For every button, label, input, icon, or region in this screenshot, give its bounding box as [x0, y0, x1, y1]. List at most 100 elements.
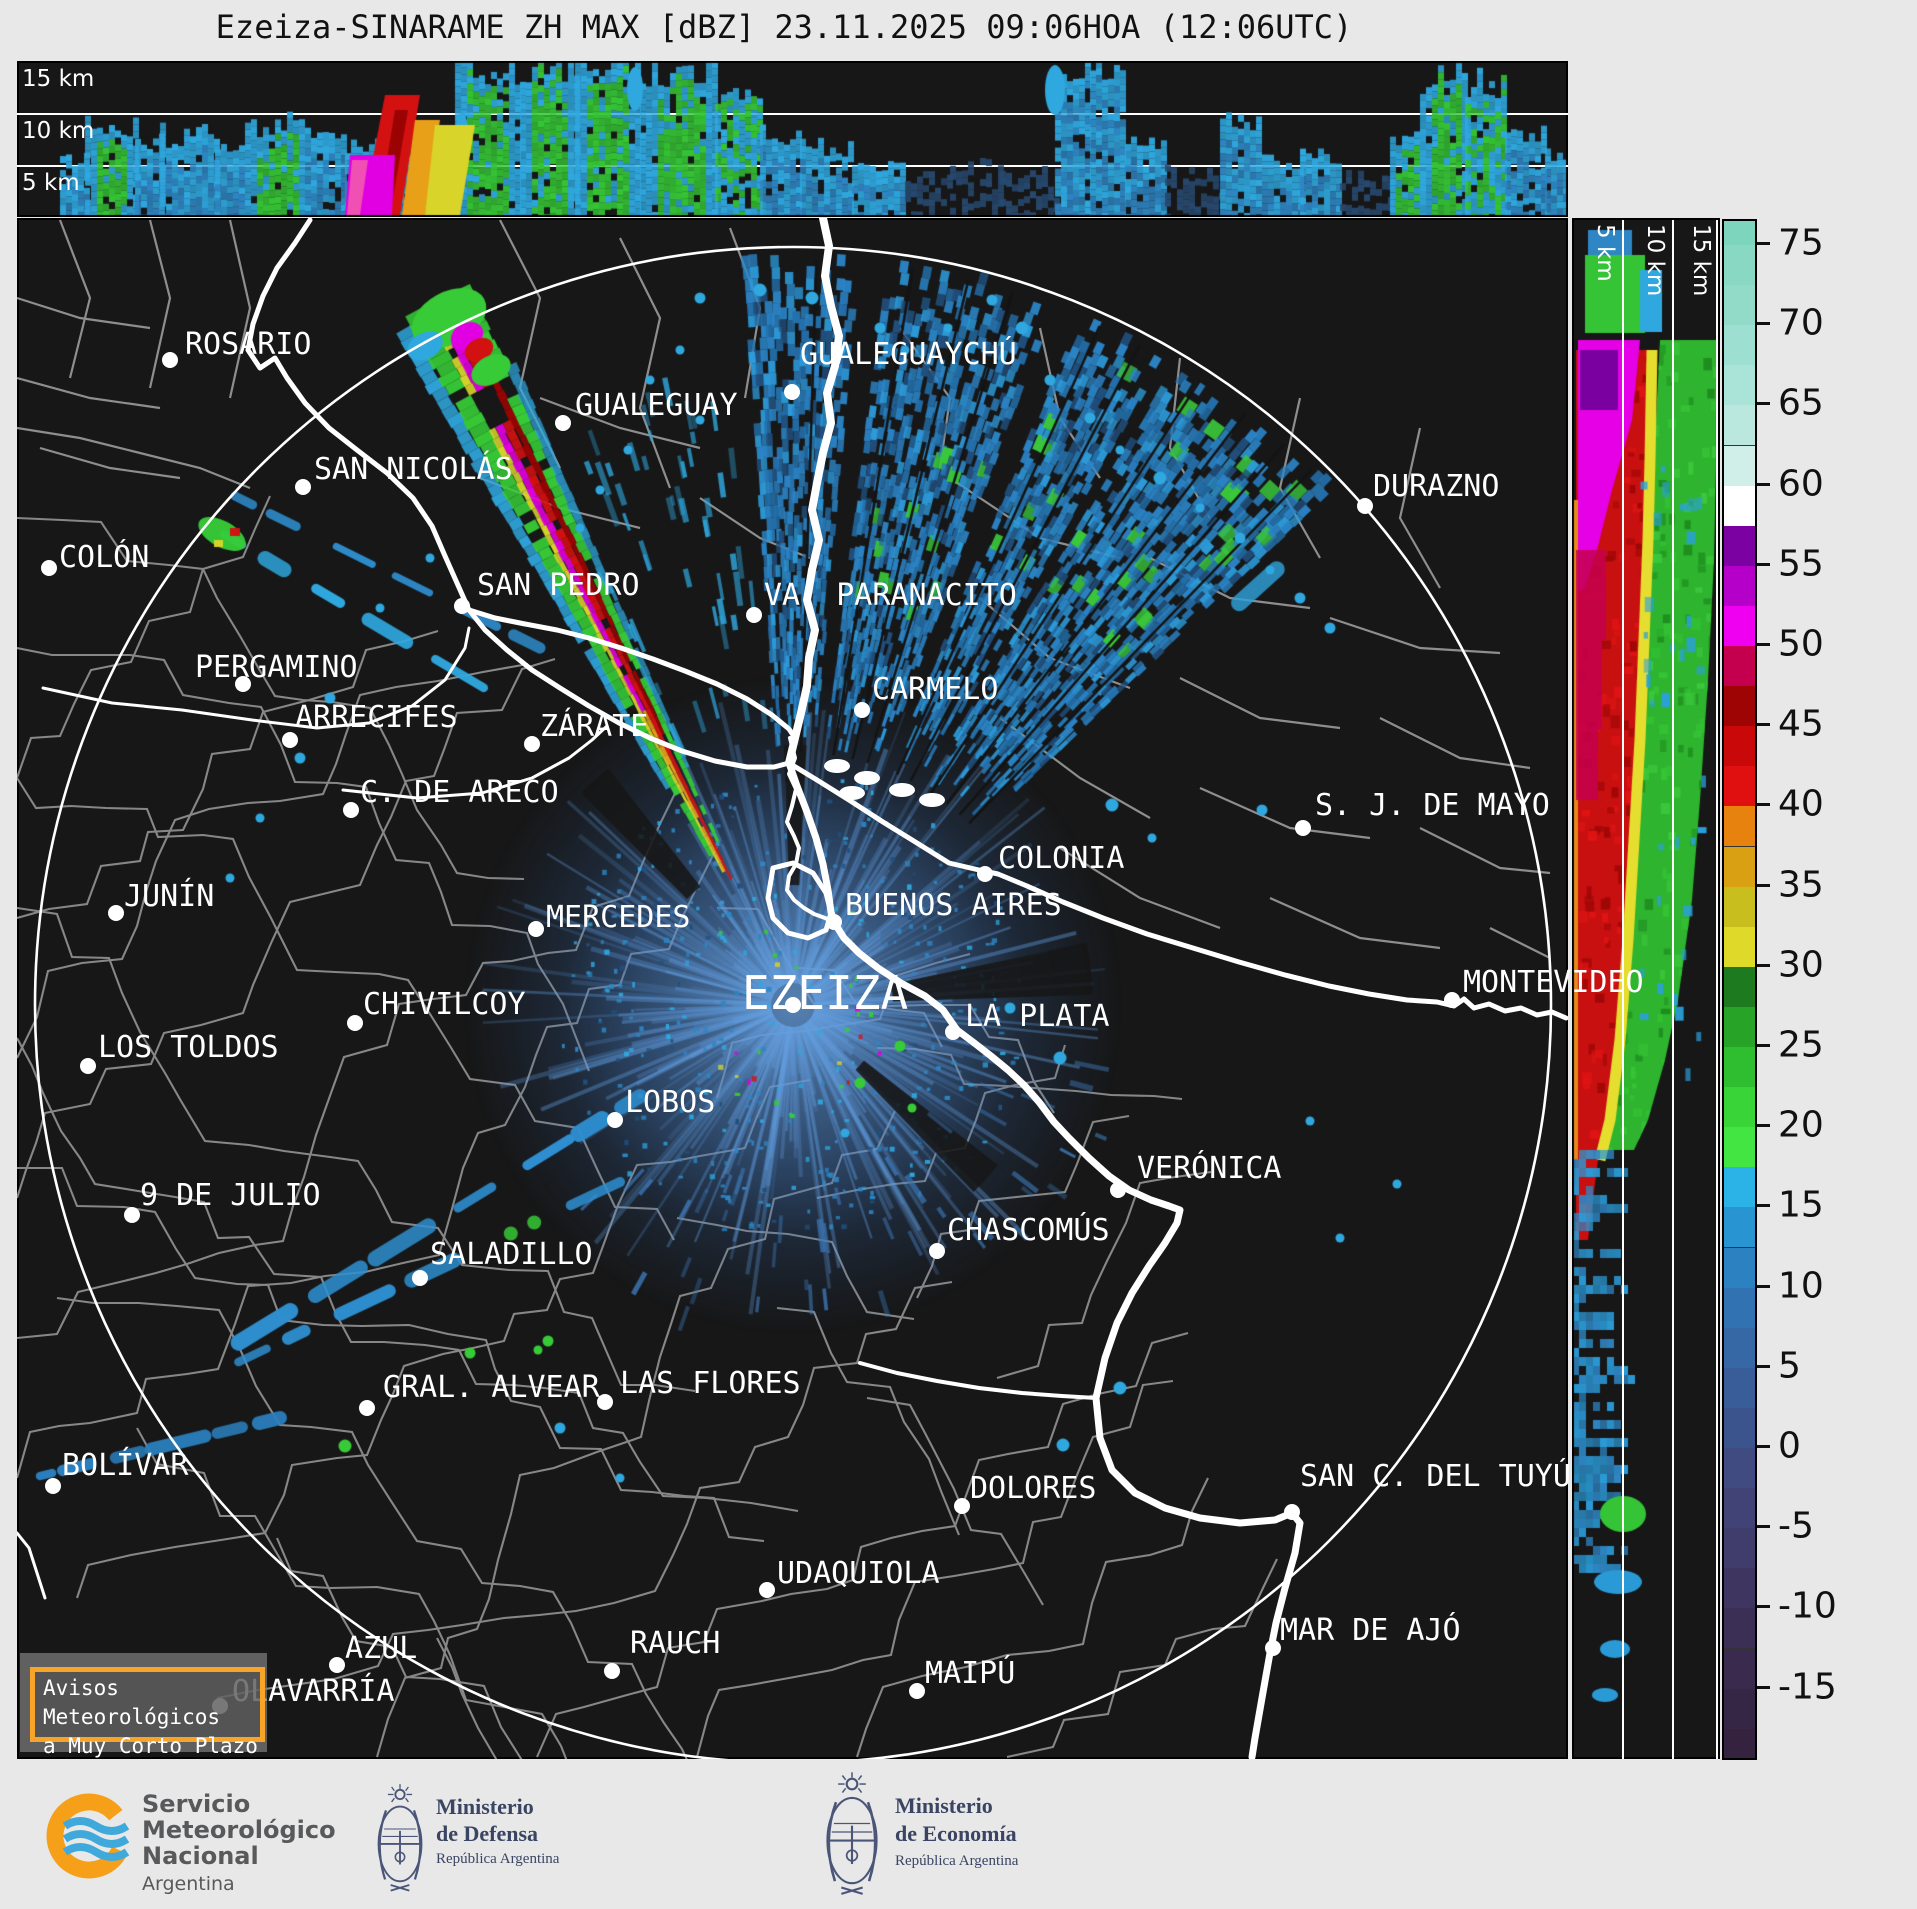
right-panel-5km-line [1622, 220, 1624, 1759]
right-panel-10km-label: 10 km [1642, 224, 1668, 297]
city-dot [108, 905, 124, 921]
city-dot [1357, 498, 1373, 514]
city-dot [785, 997, 801, 1013]
city-label-mar-de-aj-: MAR DE AJÓ [1280, 1613, 1461, 1648]
city-label-bol-var: BOLÍVAR [62, 1448, 189, 1483]
radar-range-circle [33, 245, 1553, 1759]
city-label-san-nicol-s: SAN NICOLÁS [314, 452, 513, 487]
city-label-los-toldos: LOS TOLDOS [98, 1030, 279, 1065]
city-dot [977, 866, 993, 882]
city-dot [929, 1243, 945, 1259]
city-dot [954, 1498, 970, 1514]
city-label-colonia: COLONIA [998, 841, 1125, 876]
river-coastline [785, 218, 843, 767]
city-dot [604, 1663, 620, 1679]
right-panel-5km-label: 5 km [1592, 224, 1618, 282]
city-label-ver-nica: VERÓNICA [1137, 1151, 1282, 1186]
colorbar-tick [1757, 402, 1770, 406]
warning-box-border: Avisos Meteorológicos a Muy Corto Plazo [30, 1667, 265, 1758]
city-dot [746, 607, 762, 623]
city-dot [343, 802, 359, 818]
city-label-san-c-del-tuy-: SAN C. DEL TUYÚ [1300, 1459, 1571, 1494]
city-label-lobos: LOBOS [625, 1085, 716, 1120]
city-label-la-plata: LA PLATA [965, 999, 1110, 1034]
city-label-chascom-s: CHASCOMÚS [947, 1213, 1110, 1248]
city-dot [454, 598, 470, 614]
river-coastline [765, 860, 834, 941]
top-panel-5km-label: 5 km [22, 170, 80, 196]
top-panel-15km-label: 15 km [22, 66, 95, 92]
city-dot [1265, 1640, 1281, 1656]
colorbar-tick [1757, 482, 1770, 486]
city-label-ezeiza: EZEIZA [742, 966, 909, 1020]
colorbar-tick [1757, 322, 1770, 326]
city-dot [784, 384, 800, 400]
city-dot [826, 914, 842, 930]
city-dot [329, 1657, 345, 1673]
colorbar-tick [1757, 1685, 1770, 1689]
city-dot [1284, 1504, 1300, 1520]
city-dot [162, 352, 178, 368]
colorbar-tick [1757, 723, 1770, 727]
city-label-chivilcoy: CHIVILCOY [363, 987, 526, 1022]
city-dot [597, 1394, 613, 1410]
city-label-9-de-julio: 9 DE JULIO [140, 1178, 321, 1213]
city-label-mercedes: MERCEDES [546, 900, 691, 935]
city-label-montevideo: MONTEVIDEO [1463, 965, 1644, 1000]
delta-island [854, 771, 880, 785]
city-label-rauch: RAUCH [630, 1626, 721, 1661]
colorbar-tick [1757, 643, 1770, 646]
city-label-azul: AZUL [345, 1631, 418, 1666]
map-geography-layer [17, 218, 1568, 1759]
colorbar-tick [1757, 1605, 1770, 1609]
river-coastline [785, 736, 836, 924]
city-label-san-pedro: SAN PEDRO [477, 568, 640, 603]
city-dot [124, 1207, 140, 1223]
colorbar-tick [1757, 1124, 1770, 1128]
city-label-c-de-areco: C. DE ARECO [360, 775, 559, 810]
city-dot [1295, 820, 1311, 836]
city-label-gualeguaych-: GUALEGUAYCHÚ [800, 337, 1017, 372]
city-label-buenos-aires: BUENOS AIRES [845, 888, 1062, 923]
delta-island [839, 786, 865, 800]
city-label-maip-: MAIPÚ [925, 1656, 1016, 1691]
colorbar-tick [1757, 1364, 1770, 1368]
city-dot [347, 1015, 363, 1031]
city-label-s-j-de-mayo: S. J. DE MAYO [1315, 788, 1550, 823]
colorbar-tick [1757, 1525, 1770, 1529]
city-dot [524, 736, 540, 752]
city-label-z-rate: ZÁRATE [540, 709, 649, 744]
city-dot [295, 479, 311, 495]
delta-island [889, 783, 915, 797]
city-label-gualeguay: GUALEGUAY [575, 388, 738, 423]
city-label-rosario: ROSARIO [185, 327, 312, 362]
right-panel-15km-line [1716, 220, 1718, 1759]
colorbar-tick [1757, 963, 1770, 967]
city-dot [555, 415, 571, 431]
city-dot [1444, 992, 1460, 1008]
city-dot [80, 1058, 96, 1074]
city-label-durazno: DURAZNO [1373, 469, 1500, 504]
city-label-jun-n: JUNÍN [124, 879, 215, 914]
city-label-pergamino: PERGAMINO [195, 650, 358, 685]
city-dot [235, 676, 251, 692]
city-label-col-n: COLÓN [59, 540, 150, 575]
river-coastline [17, 1531, 47, 1600]
city-label-va-paranacito: VA. PARANACITO [764, 578, 1017, 613]
city-dot [854, 702, 870, 718]
colorbar-tick [1757, 1445, 1770, 1448]
city-dot [909, 1683, 925, 1699]
warning-line1: Avisos Meteorológicos [43, 1676, 221, 1729]
city-dot [41, 560, 57, 576]
city-dot [282, 732, 298, 748]
city-label-arrecifes: ARRECIFES [295, 700, 458, 735]
top-panel-10km-label: 10 km [22, 118, 95, 144]
city-label-gral-alvear: GRAL. ALVEAR [383, 1370, 600, 1405]
city-dot [412, 1270, 428, 1286]
city-label-carmelo: CARMELO [872, 672, 999, 707]
city-dot [759, 1582, 775, 1598]
colorbar-tick [1757, 562, 1770, 566]
colorbar-tick [1757, 803, 1770, 807]
